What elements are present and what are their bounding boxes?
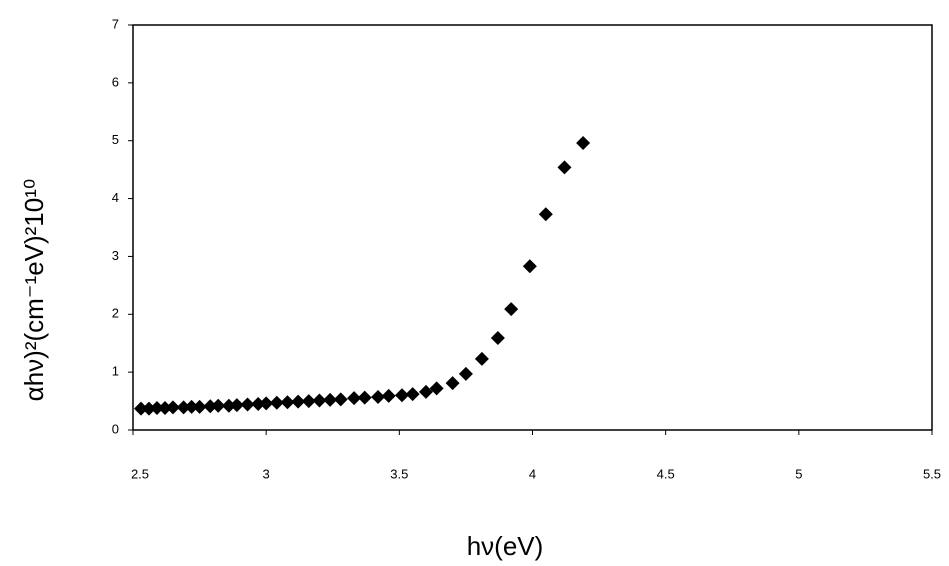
x-tick-label: 4	[529, 466, 536, 481]
y-tick-label: 1	[112, 364, 119, 379]
x-tick-label: 3.5	[390, 466, 408, 481]
x-axis-label: hν(eV)	[467, 531, 544, 561]
data-point	[405, 387, 420, 402]
data-point	[576, 136, 591, 151]
data-point	[229, 398, 244, 413]
data-point	[458, 366, 473, 381]
data-point	[203, 399, 218, 414]
data-point	[474, 351, 489, 366]
y-tick-label: 5	[112, 132, 119, 147]
data-point	[445, 376, 460, 391]
y-tick-label: 6	[112, 74, 119, 89]
data-point	[323, 392, 338, 407]
data-point	[538, 207, 553, 222]
data-point	[357, 390, 372, 405]
plot-frame	[132, 24, 933, 431]
y-axis-label: αhν)²(cm⁻¹eV)²10¹⁰	[19, 179, 49, 402]
y-tick-label: 0	[112, 421, 119, 436]
data-point	[557, 160, 572, 175]
data-point	[381, 388, 396, 403]
data-point	[192, 399, 207, 414]
data-point	[291, 394, 306, 409]
x-tick-label: 5	[795, 466, 802, 481]
data-point	[333, 392, 348, 407]
data-point	[312, 393, 327, 408]
data-point	[251, 396, 266, 411]
data-point	[347, 391, 362, 406]
data-point	[418, 384, 433, 399]
data-point	[371, 390, 386, 405]
data-point	[522, 259, 537, 274]
data-point	[301, 394, 316, 409]
data-point	[259, 396, 274, 411]
data-point	[269, 395, 284, 410]
data-point	[211, 398, 226, 413]
data-point	[157, 401, 172, 416]
data-point	[221, 398, 236, 413]
data-point	[184, 399, 199, 414]
y-tick-label: 2	[112, 306, 119, 321]
x-tick-label: 4.5	[657, 466, 675, 481]
data-point	[165, 400, 180, 415]
x-tick-label: 2.5	[131, 466, 149, 481]
data-point	[176, 400, 191, 415]
x-tick-label: 3	[263, 466, 270, 481]
y-tick-label: 7	[112, 16, 119, 31]
data-point	[133, 401, 148, 416]
data-point	[394, 388, 409, 403]
data-point	[429, 381, 444, 396]
data-point	[149, 401, 164, 416]
data-point	[280, 395, 295, 410]
y-tick-label: 4	[112, 190, 119, 205]
data-point	[141, 401, 156, 416]
x-tick-label: 5.5	[923, 466, 941, 481]
data-point	[490, 331, 505, 346]
data-point	[504, 302, 519, 317]
data-point	[240, 397, 255, 412]
y-tick-label: 3	[112, 248, 119, 263]
